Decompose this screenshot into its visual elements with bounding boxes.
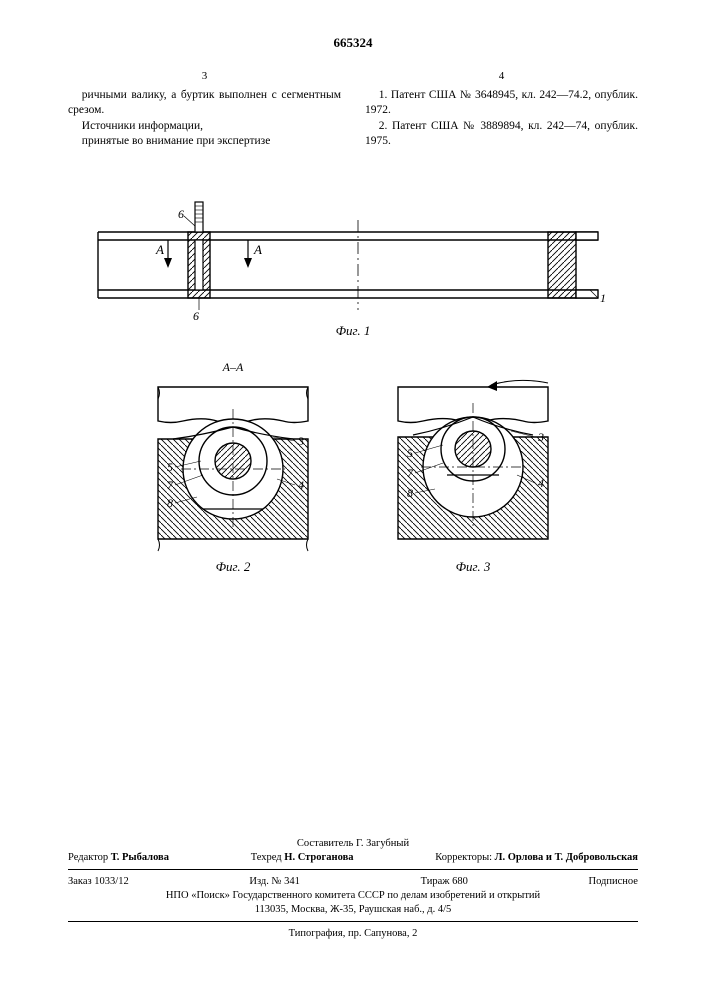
footer-tirazh: Тираж 680 bbox=[421, 876, 468, 887]
svg-text:8: 8 bbox=[167, 496, 173, 510]
footer-block: Составитель Г. Загубный Редактор Т. Рыба… bbox=[68, 835, 638, 942]
right-p2: 2. Патент США № 3889894, кл. 242—74, опу… bbox=[365, 119, 638, 150]
figure-2: А–А bbox=[143, 360, 323, 575]
left-p2: Источники информации, bbox=[68, 119, 341, 135]
fig1-label-A2: А bbox=[253, 242, 262, 257]
footer-org1: НПО «Поиск» Государственного комитета СС… bbox=[68, 890, 638, 901]
fig1-caption: Фиг. 1 bbox=[336, 323, 371, 338]
footer-tech: Техред Н. Строганова bbox=[251, 852, 354, 863]
right-column: 4 1. Патент США № 3648945, кл. 242—74.2,… bbox=[365, 69, 638, 150]
fig2-section-label: А–А bbox=[143, 360, 323, 375]
svg-text:7: 7 bbox=[407, 466, 414, 480]
right-p1: 1. Патент США № 3648945, кл. 242—74.2, о… bbox=[365, 88, 638, 119]
footer-order: Заказ 1033/12 bbox=[68, 876, 129, 887]
footer-editor: Редактор Т. Рыбалова bbox=[68, 852, 169, 863]
footer-compiler: Составитель Г. Загубный bbox=[68, 838, 638, 849]
doc-number: 665324 bbox=[68, 35, 638, 51]
svg-text:3: 3 bbox=[537, 430, 544, 444]
fig1-label-1: 1 bbox=[600, 291, 606, 305]
svg-text:5: 5 bbox=[167, 460, 173, 474]
fig2-caption: Фиг. 2 bbox=[143, 559, 323, 575]
page-number-right: 4 bbox=[365, 69, 638, 84]
left-column: 3 ричными валику, а буртик выполнен с се… bbox=[68, 69, 341, 150]
footer-izd: Изд. № 341 bbox=[249, 876, 300, 887]
left-p3: принятые во внимание при экспертизе bbox=[68, 134, 341, 150]
svg-text:4: 4 bbox=[538, 476, 544, 490]
svg-text:7: 7 bbox=[167, 478, 174, 492]
footer-corr: Корректоры: Л. Орлова и Т. Добровольская bbox=[435, 852, 638, 863]
left-p1: ричными валику, а буртик выполнен с сегм… bbox=[68, 88, 341, 119]
svg-text:3: 3 bbox=[297, 434, 304, 448]
figure-3: 3 4 5 7 8 Фиг. 3 bbox=[383, 360, 563, 575]
svg-text:8: 8 bbox=[407, 486, 413, 500]
fig1-label-6bot: 6 bbox=[193, 309, 199, 323]
footer-podpisnoe: Подписное bbox=[589, 876, 638, 887]
figure-1: А А 6 6 1 Фиг. 1 bbox=[78, 190, 628, 350]
fig1-label-6top: 6 bbox=[178, 207, 184, 221]
svg-text:4: 4 bbox=[298, 478, 304, 492]
page-number-left: 3 bbox=[68, 69, 341, 84]
footer-org2: 113035, Москва, Ж-35, Раушская наб., д. … bbox=[68, 904, 638, 915]
fig3-caption: Фиг. 3 bbox=[383, 559, 563, 575]
footer-typography: Типография, пр. Сапунова, 2 bbox=[68, 928, 638, 939]
figures-block: А А 6 6 1 Фиг. 1 А–А bbox=[68, 190, 638, 575]
fig1-label-A1: А bbox=[155, 242, 164, 257]
text-columns: 3 ричными валику, а буртик выполнен с се… bbox=[68, 69, 638, 150]
svg-text:5: 5 bbox=[407, 446, 413, 460]
